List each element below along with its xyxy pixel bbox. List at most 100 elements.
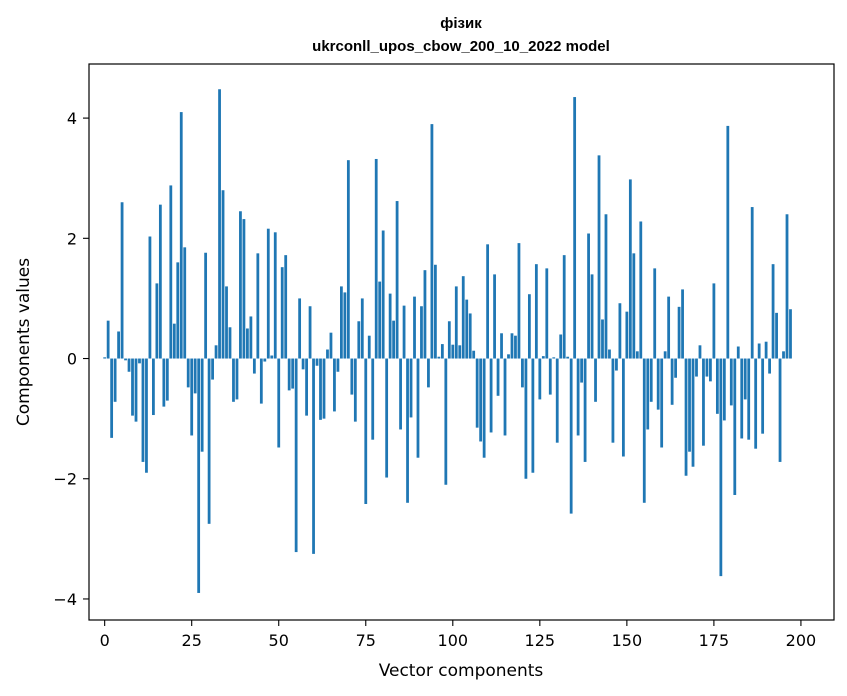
bar-139 — [587, 233, 590, 359]
bar-76 — [367, 335, 371, 359]
bar-34 — [221, 190, 225, 359]
bar-192 — [771, 264, 775, 359]
bar-183 — [740, 358, 744, 439]
bar-97 — [440, 344, 444, 359]
x-axis-label: Vector components — [379, 661, 544, 681]
bar-185 — [747, 358, 751, 440]
y-axis-ticks: −4 −2 0 2 4 — [53, 109, 89, 609]
bar-129 — [552, 357, 556, 359]
bar-103 — [461, 276, 465, 359]
bar-60 — [312, 358, 315, 554]
bar-182 — [736, 346, 740, 359]
bar-27 — [197, 358, 201, 593]
bar-121 — [524, 358, 528, 479]
bar-117 — [510, 333, 514, 359]
bar-98 — [444, 358, 448, 485]
bar-161 — [663, 351, 667, 359]
bar-10 — [138, 358, 141, 364]
bar-134 — [569, 358, 573, 514]
bar-54 — [291, 358, 295, 389]
x-tick-label: 0 — [100, 631, 110, 650]
bar-88 — [409, 358, 413, 418]
bar-51 — [280, 267, 284, 359]
bar-48 — [270, 355, 274, 359]
bar-22 — [179, 112, 183, 359]
bar-77 — [371, 358, 375, 440]
bar-62 — [319, 358, 322, 420]
bar-45 — [259, 358, 263, 404]
bar-13 — [148, 236, 152, 359]
x-tick-label: 75 — [356, 631, 376, 650]
bar-140 — [590, 274, 594, 359]
bar-197 — [789, 309, 792, 359]
bar-41 — [246, 328, 249, 359]
y-tick-label: 0 — [67, 350, 77, 369]
bar-92 — [423, 270, 427, 359]
bar-180 — [729, 358, 733, 406]
bar-75 — [364, 358, 368, 504]
bar-179 — [726, 125, 730, 359]
bar-175 — [712, 283, 716, 359]
bar-40 — [242, 219, 246, 359]
bar-35 — [225, 286, 228, 359]
bar-133 — [566, 356, 570, 359]
bar-163 — [670, 358, 674, 405]
bar-67 — [336, 358, 340, 372]
bar-152 — [632, 253, 636, 359]
bar-0 — [103, 357, 107, 359]
bar-74 — [360, 298, 364, 359]
x-tick-label: 200 — [786, 631, 817, 650]
bar-32 — [214, 345, 218, 359]
bar-149 — [621, 358, 625, 457]
bar-95 — [434, 264, 437, 359]
bar-85 — [399, 358, 402, 430]
bar-126 — [541, 356, 545, 359]
bar-23 — [183, 247, 187, 359]
bar-156 — [646, 358, 650, 430]
bar-20 — [172, 323, 176, 359]
bar-160 — [660, 358, 664, 448]
bar-116 — [507, 354, 510, 359]
bar-12 — [145, 358, 148, 473]
bar-184 — [743, 358, 747, 400]
bar-159 — [656, 358, 660, 410]
bar-158 — [653, 268, 657, 359]
bar-61 — [315, 358, 319, 366]
bar-153 — [635, 351, 639, 359]
bar-4 — [117, 331, 120, 359]
bar-111 — [489, 358, 493, 433]
bar-113 — [496, 358, 500, 396]
bar-8 — [131, 358, 134, 416]
bar-14 — [152, 358, 155, 416]
bar-189 — [761, 358, 765, 434]
bar-49 — [273, 232, 277, 359]
bar-138 — [583, 358, 587, 462]
y-axis-label: Components values — [14, 258, 34, 426]
bar-21 — [176, 262, 180, 359]
chart-title: фізик — [440, 15, 482, 32]
y-tick-label: 2 — [67, 229, 77, 248]
bar-109 — [482, 358, 486, 458]
plot-frame — [88, 63, 835, 621]
bar-39 — [239, 211, 242, 359]
bar-96 — [437, 356, 441, 359]
bar-15 — [155, 283, 159, 359]
bar-26 — [193, 358, 197, 394]
bar-57 — [301, 358, 305, 370]
bar-142 — [597, 155, 601, 359]
bar-187 — [754, 358, 758, 449]
x-tick-label: 25 — [182, 631, 202, 650]
bar-195 — [782, 351, 785, 359]
bar-93 — [427, 358, 430, 388]
bars-group — [103, 89, 792, 593]
bar-9 — [134, 358, 138, 422]
bar-36 — [228, 327, 232, 359]
bar-148 — [618, 303, 622, 359]
bar-190 — [764, 341, 768, 359]
bar-31 — [211, 358, 214, 380]
bar-90 — [416, 358, 420, 458]
bar-17 — [162, 358, 166, 407]
x-tick-label: 50 — [269, 631, 289, 650]
bar-120 — [521, 358, 524, 388]
bar-144 — [604, 214, 608, 359]
